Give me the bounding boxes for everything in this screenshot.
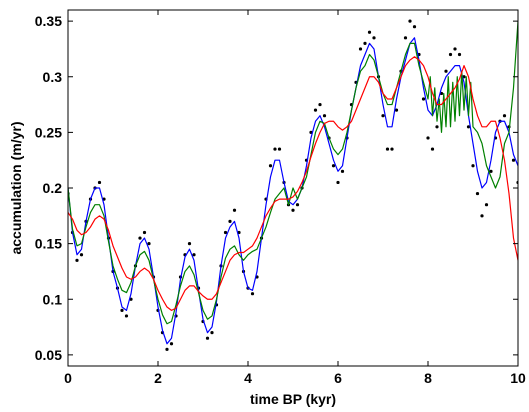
data-point bbox=[430, 147, 435, 151]
y-tick-label: 0.25 bbox=[35, 124, 62, 140]
data-point bbox=[313, 108, 318, 112]
data-point bbox=[331, 164, 336, 168]
data-point bbox=[223, 230, 228, 235]
y-tick-label: 0.05 bbox=[35, 347, 62, 363]
data-point bbox=[484, 203, 489, 207]
data-point bbox=[187, 242, 192, 246]
green-series-line bbox=[68, 21, 518, 325]
x-tick-label: 8 bbox=[424, 370, 432, 386]
data-point bbox=[147, 242, 151, 246]
data-point bbox=[426, 136, 430, 140]
data-point bbox=[385, 147, 390, 151]
x-axis-label: time BP (kyr) bbox=[250, 391, 336, 407]
data-point bbox=[228, 219, 232, 223]
data-point bbox=[295, 203, 300, 207]
data-point bbox=[120, 308, 124, 312]
data-point bbox=[444, 69, 448, 73]
y-axis-label: accumulation (m/yr) bbox=[8, 121, 24, 254]
x-tick-label: 2 bbox=[154, 370, 162, 386]
blue-series-line bbox=[68, 37, 518, 345]
y-tick-label: 0.2 bbox=[43, 180, 63, 196]
data-point bbox=[273, 147, 277, 151]
y-tick-label: 0.1 bbox=[43, 291, 63, 307]
data-point bbox=[192, 253, 196, 257]
data-point bbox=[367, 30, 372, 34]
data-point bbox=[448, 52, 453, 57]
data-point bbox=[372, 36, 376, 40]
data-point bbox=[489, 169, 493, 173]
data-point bbox=[412, 25, 417, 29]
data-point bbox=[250, 292, 255, 296]
data-point bbox=[471, 164, 475, 168]
data-point bbox=[97, 180, 102, 185]
data-point bbox=[466, 125, 471, 129]
data-point bbox=[394, 108, 399, 112]
data-point bbox=[511, 158, 516, 162]
data-point bbox=[435, 125, 439, 129]
series-layer bbox=[68, 19, 518, 351]
data-point bbox=[268, 164, 273, 168]
data-point bbox=[363, 41, 367, 45]
data-point bbox=[390, 147, 394, 151]
data-point bbox=[403, 36, 408, 40]
data-point bbox=[169, 342, 174, 346]
data-point bbox=[277, 147, 282, 151]
data-point bbox=[475, 191, 480, 196]
data-point bbox=[457, 52, 462, 57]
data-point bbox=[210, 331, 214, 335]
data-point bbox=[75, 258, 79, 262]
y-tick-label: 0.3 bbox=[43, 69, 63, 85]
data-point bbox=[291, 208, 295, 212]
data-point bbox=[421, 97, 426, 101]
data-point bbox=[79, 253, 84, 257]
x-tick-label: 10 bbox=[510, 370, 526, 386]
data-point bbox=[340, 169, 345, 173]
data-point bbox=[502, 114, 507, 118]
data-point bbox=[124, 314, 129, 318]
data-point bbox=[165, 347, 169, 351]
data-point bbox=[408, 19, 412, 23]
x-tick-label: 6 bbox=[334, 370, 342, 386]
y-tick-label: 0.15 bbox=[35, 236, 62, 252]
data-point bbox=[453, 47, 457, 51]
red-series-line bbox=[68, 56, 518, 311]
data-point bbox=[358, 47, 363, 51]
axes-layer: 0 2 4 6 8 10 0.05 0.1 0.15 0.2 0.25 0.3 0.35 bbox=[35, 9, 526, 386]
data-point bbox=[142, 230, 147, 235]
x-tick-label: 0 bbox=[64, 370, 72, 386]
data-point bbox=[318, 102, 322, 107]
data-point bbox=[232, 208, 237, 212]
data-point bbox=[205, 336, 210, 340]
y-tick-label: 0.35 bbox=[35, 13, 62, 29]
data-point bbox=[138, 236, 142, 240]
data-point bbox=[480, 214, 484, 218]
data-point bbox=[322, 114, 327, 118]
x-tick-label: 4 bbox=[244, 370, 252, 386]
data-point bbox=[381, 114, 385, 118]
data-point bbox=[336, 180, 340, 185]
